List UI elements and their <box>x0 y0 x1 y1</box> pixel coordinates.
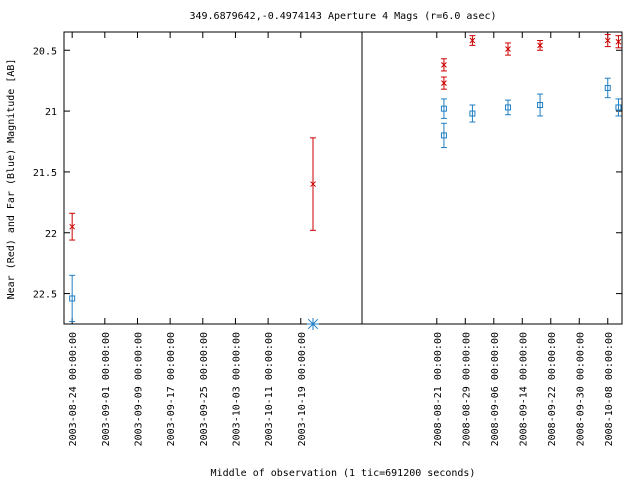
y-tick-label: 22 <box>45 229 57 240</box>
x-tick-label: 2008-09-06 00:00:00 <box>490 332 501 446</box>
x-tick-label: 2003-09-25 00:00:00 <box>199 332 210 446</box>
near-point <box>440 58 447 72</box>
x-tick-label: 2008-09-22 00:00:00 <box>547 332 558 446</box>
y-tick-label: 22.5 <box>33 290 57 301</box>
far-point <box>615 98 622 117</box>
y-tick-label: 21.5 <box>33 168 57 179</box>
x-tick-label: 2003-10-11 00:00:00 <box>264 332 275 446</box>
y-axis-label: Near (Red) and Far (Blue) Magnitude [AB] <box>6 59 17 300</box>
far-point <box>505 99 512 116</box>
near-point <box>469 35 476 46</box>
far-point <box>469 104 476 123</box>
x-axis-label: Middle of observation (1 tic=691200 seco… <box>211 468 476 479</box>
y-tick-label: 21 <box>45 107 57 118</box>
x-tick-label: 2003-08-24 00:00:00 <box>68 332 79 446</box>
x-tick-label: 2003-10-03 00:00:00 <box>231 332 242 446</box>
y-tick-label: 20.5 <box>33 46 57 57</box>
near-point <box>69 212 76 241</box>
far-point <box>440 98 447 119</box>
plot-frame <box>63 31 623 325</box>
near-point <box>310 137 317 231</box>
far-point <box>69 274 76 323</box>
x-tick-label: 2008-08-21 00:00:00 <box>433 332 444 446</box>
far-point <box>604 77 611 99</box>
far-point <box>440 122 447 149</box>
x-tick-label: 2003-09-09 00:00:00 <box>133 332 144 446</box>
data-points <box>69 33 622 330</box>
y-axis-ticks: 20.5 21 21.5 22 22.5 <box>33 46 622 301</box>
chart-title: 349.6879642,-0.4974143 Aperture 4 Mags (… <box>189 11 496 22</box>
x-axis-ticks: 2003-08-24 00:00:00 2003-09-01 00:00:00 20… <box>68 32 615 446</box>
x-tick-label: 2008-08-29 00:00:00 <box>461 332 472 446</box>
near-point <box>537 40 544 51</box>
near-point <box>604 33 611 48</box>
x-tick-label: 2003-10-19 00:00:00 <box>297 332 308 446</box>
near-point <box>505 42 512 56</box>
x-tick-label: 2003-09-17 00:00:00 <box>166 332 177 446</box>
limit-point <box>307 318 320 330</box>
x-tick-label: 2003-09-01 00:00:00 <box>101 332 112 446</box>
near-point <box>440 76 447 90</box>
x-tick-label: 2008-09-14 00:00:00 <box>518 332 529 446</box>
x-tick-label: 2008-09-30 00:00:00 <box>575 332 586 446</box>
near-point <box>615 35 622 49</box>
x-tick-label: 2008-10-08 00:00:00 <box>604 332 615 446</box>
far-point <box>537 93 544 117</box>
